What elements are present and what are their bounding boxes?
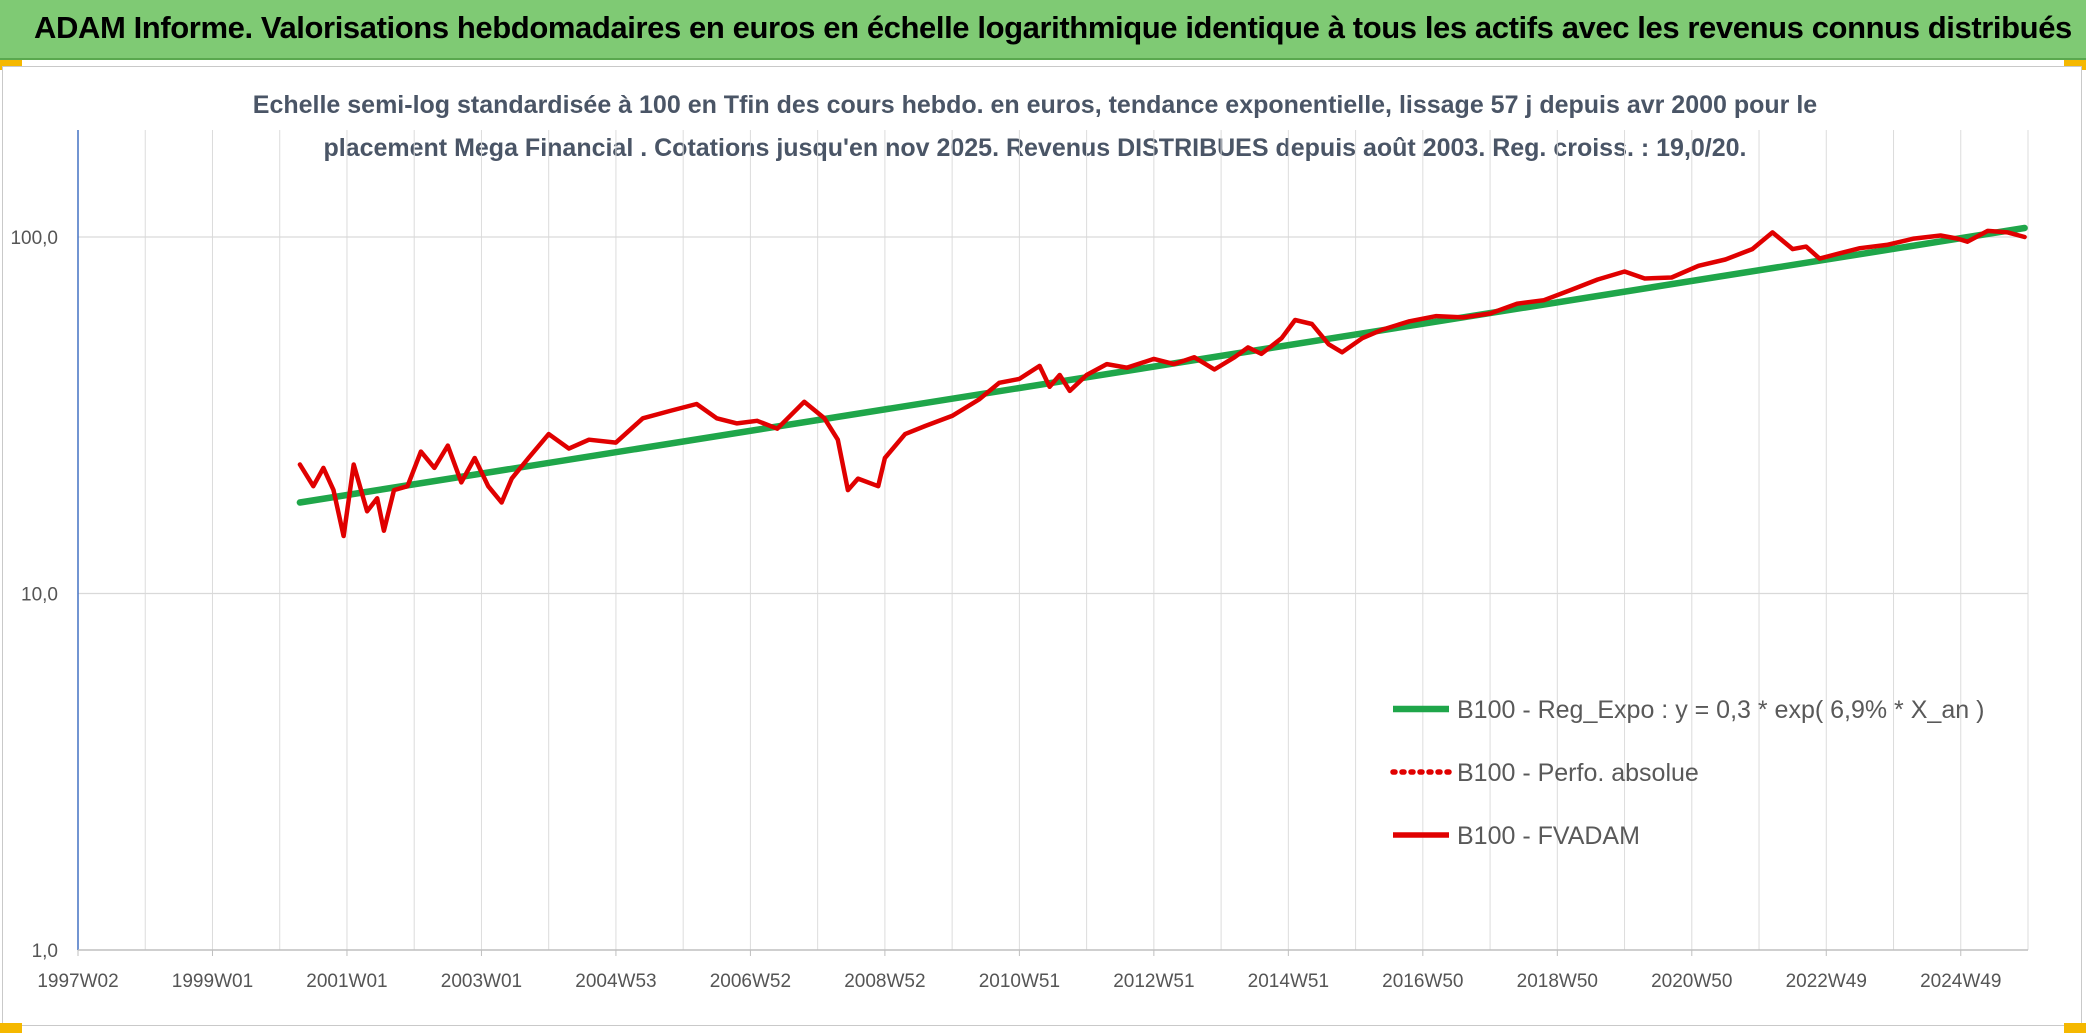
x-tick-label: 2008W52 <box>844 971 925 992</box>
x-tick-label: 2014W51 <box>1248 971 1329 992</box>
x-tick-label: 2010W51 <box>979 971 1060 992</box>
banner-corner-right <box>2064 60 2086 70</box>
x-tick-label: 2001W01 <box>306 971 387 992</box>
x-tick-label: 1999W01 <box>172 971 253 992</box>
x-tick-label: 2012W51 <box>1113 971 1194 992</box>
legend-label: B100 - Perfo. absolue <box>1457 759 1699 787</box>
y-tick-label: 1,0 <box>32 941 58 962</box>
chart-legend: B100 - Reg_Expo : y = 0,3 * exp( 6,9% * … <box>1390 696 1984 850</box>
series-layer <box>296 224 2028 539</box>
legend-label: B100 - Reg_Expo : y = 0,3 * exp( 6,9% * … <box>1457 696 1984 724</box>
axis-layer: 1,0 10,0 100,0 1997W02 1999W01 2001W01 2003W01… <box>10 130 2028 992</box>
chart-subtitle-line-2: placement Mega Financial . Cotations jus… <box>323 134 1747 162</box>
y-tick-label: 100,0 <box>10 228 58 249</box>
x-tick-label: 2022W49 <box>1786 971 1867 992</box>
x-tick-label: 2003W01 <box>441 971 522 992</box>
x-tick-label: 2016W50 <box>1382 971 1463 992</box>
y-tick-label: 10,0 <box>21 585 58 606</box>
x-tick-label: 2006W52 <box>710 971 791 992</box>
x-tick-label: 2024W49 <box>1920 971 2001 992</box>
frame-corner-bottom-right <box>2064 1023 2086 1033</box>
legend-label: B100 - FVADAM <box>1457 822 1640 850</box>
x-tick-label: 1997W02 <box>37 971 118 992</box>
series-line-0 <box>296 224 2028 506</box>
report-banner: ADAM Informe. Valorisations hebdomadaire… <box>0 0 2086 70</box>
banner-corner-left <box>0 60 22 70</box>
chart-frame <box>2 66 2082 1026</box>
x-tick-label: 2018W50 <box>1517 971 1598 992</box>
report-title: ADAM Informe. Valorisations hebdomadaire… <box>34 10 2072 45</box>
frame-corner-bottom-left <box>0 1023 22 1033</box>
series-line-2 <box>297 228 2027 539</box>
chart-subtitle-line-1: Echelle semi-log standardisée à 100 en T… <box>252 91 1818 119</box>
grid-layer <box>77 130 2029 950</box>
x-tick-label: 2020W50 <box>1651 971 1732 992</box>
x-tick-label: 2004W53 <box>575 971 656 992</box>
